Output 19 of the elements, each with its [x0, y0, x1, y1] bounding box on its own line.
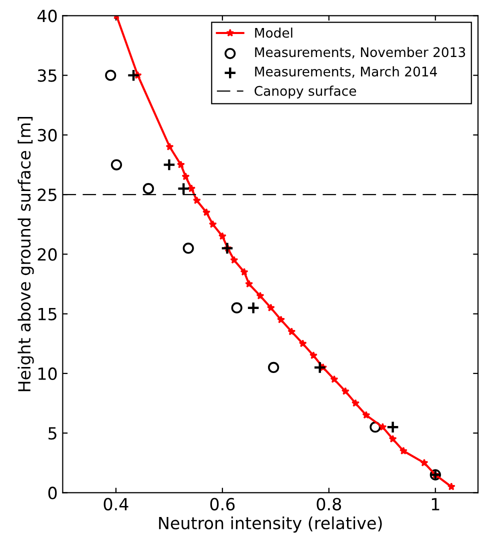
x-axis-title: Neutron intensity (relative)	[159, 516, 382, 533]
y-tick-label: 10	[38, 367, 57, 380]
x-tick-label: 0.8	[316, 498, 342, 510]
x-tick-label: 1	[432, 498, 440, 510]
y-tick-label: 15	[38, 308, 56, 320]
y-tick-label: 5	[48, 427, 56, 440]
y-tick-label: 25	[38, 188, 56, 202]
y-tick-label: 20	[38, 248, 57, 261]
y-tick-label: 35	[38, 69, 56, 82]
y-axis-title: Height above ground surface [m]	[18, 117, 34, 392]
legend-label: Measurements, November 2013	[255, 46, 466, 58]
legend-label: Measurements, March 2014	[255, 66, 437, 78]
y-tick-label: 0	[48, 486, 57, 500]
legend-label: Model	[255, 28, 292, 38]
x-tick-label: 0.6	[210, 498, 235, 510]
y-tick-label: 30	[38, 128, 57, 142]
x-tick-label: 0.4	[104, 498, 128, 510]
legend-label: Canopy surface	[254, 86, 356, 98]
y-tick-label: 40	[37, 10, 57, 22]
